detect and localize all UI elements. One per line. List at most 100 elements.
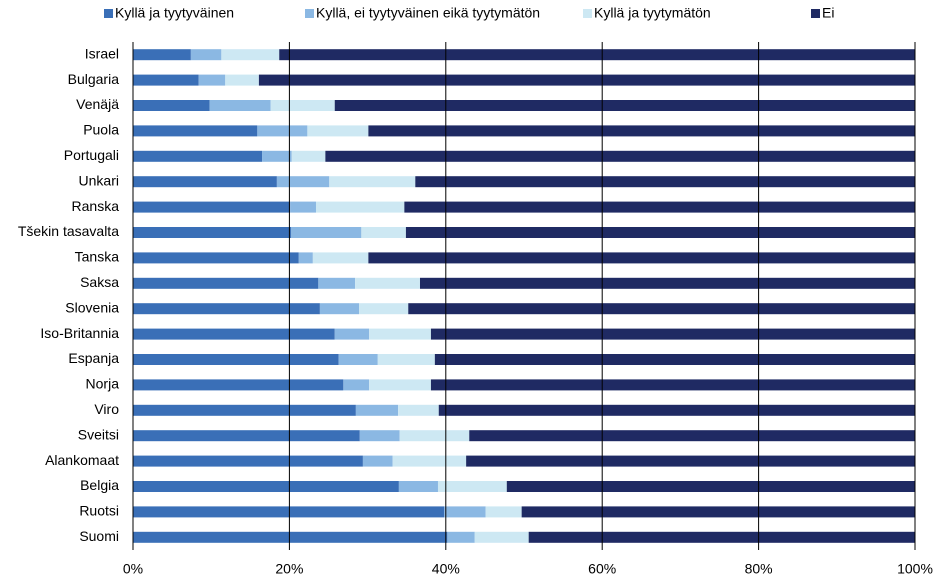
y-tick-label: Belgia bbox=[80, 477, 119, 493]
y-tick-label: Bulgaria bbox=[68, 71, 120, 87]
bar-segment bbox=[319, 303, 359, 315]
bar-segment bbox=[270, 100, 335, 111]
bar-segment bbox=[355, 404, 399, 416]
bar-segment bbox=[307, 125, 369, 137]
bar-segment bbox=[133, 430, 360, 442]
bar-segment bbox=[399, 430, 470, 442]
bar-segment bbox=[368, 252, 916, 264]
bar-segment bbox=[279, 49, 915, 61]
bar-segment bbox=[133, 277, 319, 289]
bar-segment bbox=[362, 455, 393, 467]
bar-segment bbox=[405, 227, 915, 238]
legend-label: Kyllä ja tyytyväinen bbox=[115, 5, 234, 21]
legend-swatch bbox=[305, 9, 314, 18]
y-tick-label: Slovenia bbox=[65, 299, 119, 315]
bar-segment bbox=[133, 404, 356, 416]
y-tick-label: Ruotsi bbox=[79, 503, 119, 519]
bar-segment bbox=[198, 74, 226, 86]
bar-segment bbox=[419, 277, 915, 289]
bar-segment bbox=[415, 176, 915, 188]
legend-label: Kyllä, ei tyytyväinen eikä tyytymätön bbox=[316, 5, 540, 21]
bar-segment bbox=[133, 252, 299, 264]
bar-segment bbox=[444, 506, 486, 518]
bar-segment bbox=[369, 328, 431, 340]
bar-segment bbox=[133, 201, 291, 213]
bar-segment bbox=[404, 201, 915, 213]
bar-segment bbox=[437, 481, 507, 492]
bar-segment bbox=[398, 404, 439, 416]
bar-segment bbox=[133, 303, 320, 315]
bar-segment bbox=[469, 430, 915, 442]
x-tick-label: 0% bbox=[123, 561, 143, 577]
bar-segment bbox=[338, 354, 378, 365]
x-tick-label: 60% bbox=[588, 561, 616, 577]
bar-segment bbox=[438, 404, 915, 416]
bar-segment bbox=[133, 506, 445, 518]
y-tick-label: Saksa bbox=[80, 274, 119, 290]
bar-segment bbox=[434, 354, 915, 365]
bar-segment bbox=[133, 150, 263, 162]
bar-segment bbox=[221, 49, 280, 61]
bar-segment bbox=[225, 74, 259, 86]
bar-segment bbox=[133, 176, 277, 188]
bar-segment bbox=[133, 481, 399, 492]
bar-segment bbox=[329, 176, 416, 188]
bar-segment bbox=[258, 74, 916, 86]
bar-segment bbox=[430, 328, 915, 340]
bar-segment bbox=[343, 379, 370, 391]
y-tick-label: Suomi bbox=[79, 528, 119, 544]
bar-segment bbox=[392, 455, 467, 467]
bar-segment bbox=[506, 481, 915, 492]
legend-swatch bbox=[583, 9, 592, 18]
bar-segment bbox=[358, 303, 409, 315]
y-tick-label: Israel bbox=[85, 45, 119, 61]
y-tick-label: Puola bbox=[83, 122, 119, 138]
y-tick-label: Portugali bbox=[64, 147, 119, 163]
bar-segment bbox=[369, 379, 431, 391]
bar-segment bbox=[312, 252, 369, 264]
y-tick-label: Alankomaat bbox=[45, 452, 119, 468]
legend-swatch bbox=[104, 9, 113, 18]
y-tick-label: Ranska bbox=[72, 198, 120, 214]
y-tick-label: Tšekin tasavalta bbox=[18, 223, 119, 239]
bar-segment bbox=[318, 277, 356, 289]
bar-segment bbox=[133, 74, 199, 86]
y-tick-label: Tanska bbox=[75, 249, 120, 265]
bar-segment bbox=[133, 227, 291, 238]
bar-segment bbox=[361, 227, 406, 238]
x-tick-label: 20% bbox=[275, 561, 303, 577]
bar-segment bbox=[133, 354, 339, 365]
bar-segment bbox=[430, 379, 915, 391]
legend-swatch bbox=[811, 9, 820, 18]
bar-segment bbox=[133, 379, 344, 391]
bar-segment bbox=[368, 125, 916, 137]
bar-segment bbox=[325, 150, 915, 162]
bar-segment bbox=[133, 328, 335, 340]
bar-segment bbox=[334, 100, 916, 111]
bar-segment bbox=[359, 430, 400, 442]
bar-segment bbox=[262, 150, 292, 162]
y-tick-label: Espanja bbox=[68, 350, 119, 366]
x-tick-label: 100% bbox=[897, 561, 933, 577]
x-tick-label: 40% bbox=[432, 561, 460, 577]
bar-segment bbox=[133, 125, 258, 137]
y-tick-label: Norja bbox=[86, 376, 120, 392]
bar-segment bbox=[290, 201, 316, 213]
bar-segment bbox=[466, 455, 915, 467]
bar-segment bbox=[257, 125, 308, 137]
x-tick-label: 80% bbox=[745, 561, 773, 577]
legend-label: Ei bbox=[822, 5, 834, 21]
bar-segment bbox=[291, 150, 326, 162]
bar-segment bbox=[276, 176, 330, 188]
bar-segment bbox=[485, 506, 522, 518]
bar-segment bbox=[334, 328, 370, 340]
bar-segment bbox=[521, 506, 915, 518]
bar-segment bbox=[447, 531, 475, 543]
y-tick-label: Iso-Britannia bbox=[40, 325, 119, 341]
bar-segment bbox=[133, 455, 363, 467]
y-tick-label: Viro bbox=[94, 401, 119, 417]
bar-segment bbox=[133, 49, 191, 61]
bar-segment bbox=[315, 201, 405, 213]
bar-segment bbox=[133, 100, 210, 111]
